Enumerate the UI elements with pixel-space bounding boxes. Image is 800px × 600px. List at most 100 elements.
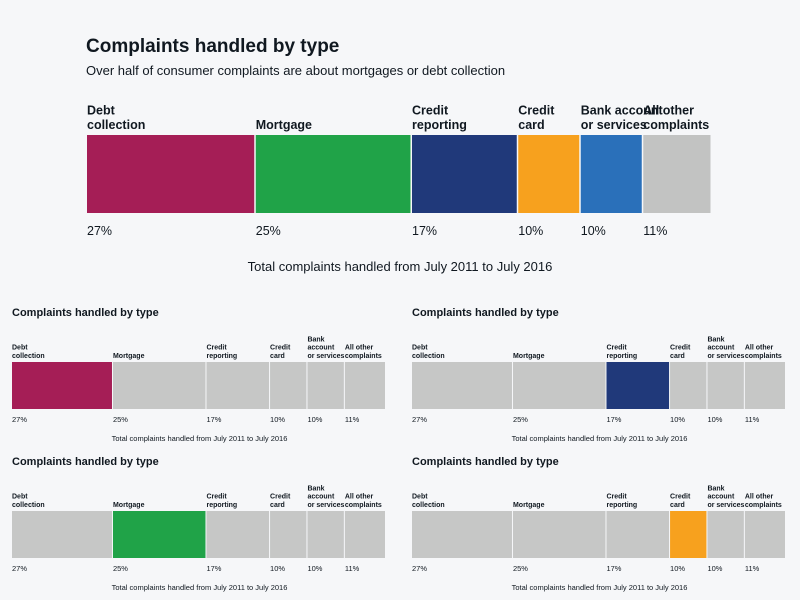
data-label: 17% [606, 415, 621, 424]
category-label: Credit card [518, 104, 555, 133]
data-label: 10% [581, 224, 606, 238]
category-label: Credit card [270, 494, 291, 509]
data-label: 10% [707, 564, 722, 573]
category-label: Debt collection [87, 104, 145, 133]
bar-mortgage [255, 135, 411, 213]
category-label: Credit card [670, 345, 691, 360]
bar-all-other-complaints [744, 511, 785, 558]
category-label: Credit card [270, 345, 291, 360]
small-multiple-debt-collection: Complaints handled by type Debt collectio… [12, 307, 400, 447]
bar-all-other-complaints [643, 135, 711, 213]
bar-debt-collection [412, 511, 512, 558]
data-label: 27% [12, 415, 27, 424]
category-label: Mortgage [113, 502, 145, 509]
small-chart-svg: Debt collection 27% Mortgage 25% Credit report… [12, 485, 385, 573]
chart-caption: Total complaints handled from July 2011 … [247, 259, 553, 274]
data-label: 25% [113, 564, 128, 573]
category-label: Bank account or services [307, 485, 344, 509]
data-label: 11% [643, 224, 667, 238]
data-label: 17% [412, 224, 437, 238]
bar-bank-account-or-services [307, 511, 344, 558]
data-label: 10% [307, 564, 322, 573]
data-label: 10% [270, 564, 285, 573]
category-label: Mortgage [113, 353, 145, 360]
small-chart-caption: Total complaints handled from July 2011 … [511, 434, 688, 443]
category-label: Debt collection [12, 345, 45, 360]
bar-all-other-complaints [344, 511, 385, 558]
bar-bank-account-or-services [707, 511, 744, 558]
data-label: 11% [745, 564, 760, 573]
bar-debt-collection [412, 362, 512, 409]
small-multiple-credit-reporting: Complaints handled by type Debt collectio… [412, 307, 800, 447]
bar-debt-collection [12, 362, 112, 409]
bar-mortgage [512, 362, 606, 409]
data-label: 10% [670, 564, 685, 573]
data-label: 10% [518, 224, 543, 238]
bar-all-other-complaints [744, 362, 785, 409]
category-label: Credit reporting [206, 345, 237, 360]
bar-mortgage [512, 511, 606, 558]
data-label: 25% [513, 415, 528, 424]
category-label: Credit reporting [606, 345, 637, 360]
category-label: Bank account or services [307, 336, 344, 360]
small-chart-caption: Total complaints handled from July 2011 … [111, 583, 288, 592]
small-chart-title: Complaints handled by type [412, 307, 559, 319]
bar-credit-card [270, 362, 307, 409]
small-chart-title: Complaints handled by type [12, 307, 159, 319]
bar-credit-reporting [206, 511, 270, 558]
data-label: 11% [345, 564, 360, 573]
bar-bank-account-or-services [707, 362, 744, 409]
small-chart-svg: Debt collection 27% Mortgage 25% Credit report… [412, 485, 785, 573]
small-chart-title: Complaints handled by type [12, 456, 159, 468]
bar-debt-collection [87, 135, 255, 213]
bar-bank-account-or-services [580, 135, 642, 213]
category-label: All other complaints [345, 345, 382, 360]
bar-credit-card [518, 135, 580, 213]
data-label: 11% [345, 415, 360, 424]
data-label: 17% [206, 415, 221, 424]
bar-credit-reporting [606, 511, 670, 558]
category-label: Credit reporting [206, 494, 237, 509]
data-label: 27% [87, 224, 112, 238]
data-label: 27% [412, 415, 427, 424]
category-label: Credit card [670, 494, 691, 509]
data-label: 11% [745, 415, 760, 424]
bar-credit-reporting [606, 362, 670, 409]
data-label: 10% [707, 415, 722, 424]
small-multiple-credit-card: Complaints handled by type Debt collectio… [412, 456, 800, 596]
small-chart-title: Complaints handled by type [412, 456, 559, 468]
category-label: Bank account or services [707, 485, 744, 509]
category-label: Bank account or services [707, 336, 744, 360]
data-label: 25% [513, 564, 528, 573]
category-label: Debt collection [412, 494, 445, 509]
data-label: 17% [206, 564, 221, 573]
small-multiple-mortgage: Complaints handled by type Debt collectio… [12, 456, 400, 596]
category-label: All other complaints [643, 104, 709, 133]
bar-credit-card [670, 511, 707, 558]
small-chart-svg: Debt collection 27% Mortgage 25% Credit report… [12, 336, 385, 424]
category-label: All other complaints [745, 494, 782, 509]
category-label: Debt collection [412, 345, 445, 360]
category-label: All other complaints [345, 494, 382, 509]
data-label: 10% [270, 415, 285, 424]
data-label: 10% [307, 415, 322, 424]
chart-title: Complaints handled by type [86, 36, 340, 57]
category-label: All other complaints [745, 345, 782, 360]
data-label: 27% [412, 564, 427, 573]
bar-mortgage [112, 362, 206, 409]
category-label: Credit reporting [412, 104, 467, 133]
bar-credit-reporting [206, 362, 270, 409]
category-label: Bank account or services [581, 104, 664, 133]
bar-debt-collection [12, 511, 112, 558]
data-label: 25% [256, 224, 281, 238]
category-label: Debt collection [12, 494, 45, 509]
data-label: 17% [606, 564, 621, 573]
data-label: 25% [113, 415, 128, 424]
main-chart-svg: Debt collection 27% Mortgage 25% Credit report… [87, 104, 711, 238]
small-chart-caption: Total complaints handled from July 2011 … [111, 434, 288, 443]
data-label: 27% [12, 564, 27, 573]
category-label: Mortgage [513, 353, 545, 360]
small-chart-caption: Total complaints handled from July 2011 … [511, 583, 688, 592]
chart-subtitle: Over half of consumer complaints are abo… [86, 63, 506, 78]
category-label: Mortgage [513, 502, 545, 509]
